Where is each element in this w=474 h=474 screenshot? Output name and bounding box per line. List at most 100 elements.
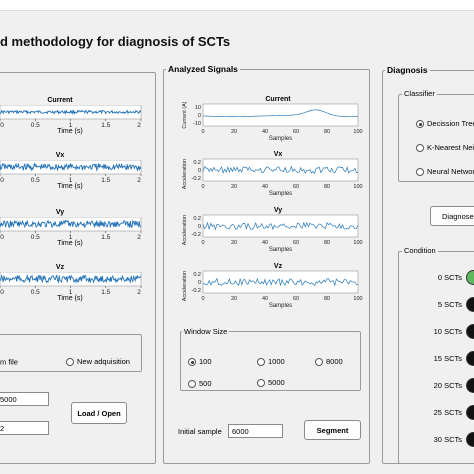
analyzed-ytick-label: 0.2	[193, 272, 201, 278]
condition-label: 15 SCTs	[433, 354, 462, 363]
condition-indicator	[466, 405, 474, 420]
raw-signal-plot: 0 0.5 1 1.5 2	[0, 105, 142, 129]
window-title-bar	[0, 0, 474, 10]
condition-label: 30 SCTs	[433, 435, 462, 444]
app-window	[0, 10, 474, 474]
raw-tick-label: 2	[137, 177, 141, 184]
raw-signal-line	[0, 273, 142, 284]
source-file-option[interactable]: m file	[0, 353, 18, 371]
analyzed-xtick-label: 20	[231, 184, 237, 190]
analyzed-ytick-label: 0.2	[193, 216, 201, 222]
classifier-radio[interactable]	[416, 167, 424, 176]
source-new-option[interactable]: New adquisition	[66, 353, 130, 371]
classifier-radio[interactable]	[416, 143, 424, 152]
initial-sample-label: Initial sample	[178, 427, 222, 436]
classifier-option[interactable]: K-Nearest Neig	[416, 139, 474, 157]
analyzed-ylabel: Current (A)	[182, 102, 188, 129]
raw-tick-label: 2	[137, 122, 141, 129]
page-title: d methodology for diagnosis of SCTs	[0, 34, 231, 49]
analyzed-ytick-label: 0	[198, 113, 201, 119]
window-size-title: Window Size	[182, 327, 230, 336]
analyzed-signal-line	[202, 165, 359, 175]
raw-tick-label: 1	[69, 234, 73, 241]
analyzed-xtick-label: 60	[293, 296, 299, 302]
window-size-panel	[180, 331, 361, 391]
analyzed-xtick-label: 20	[231, 296, 237, 302]
analyzed-xlabel: Samples	[269, 136, 292, 142]
classifier-option[interactable]: Decission Tree	[416, 115, 474, 133]
raw-tick-label: 0.5	[31, 122, 40, 129]
analyzed-xtick-label: 20	[231, 129, 237, 135]
analyzed-xtick-label: 100	[353, 296, 362, 302]
analyzed-ytick-label: -0.2	[192, 176, 201, 182]
window-size-radio[interactable]	[188, 379, 196, 388]
raw-signals-panel	[0, 72, 156, 464]
window-size-option[interactable]: 1000	[257, 353, 285, 371]
analyzed-signals-title: Analyzed Signals	[166, 64, 240, 74]
raw-tick-label: 1	[69, 122, 73, 129]
analyzed-xtick-label: 80	[324, 240, 330, 246]
raw-tick-label: 1.5	[101, 289, 110, 296]
raw-tick-label: 0.5	[31, 177, 40, 184]
analyzed-ytick-label: -0.2	[192, 288, 201, 294]
raw-chart-title: Vx	[55, 152, 65, 159]
raw-tick-label: 1.5	[101, 177, 110, 184]
window-size-option[interactable]: 8000	[315, 353, 343, 371]
analyzed-xtick-label: 0	[201, 129, 204, 135]
analyzed-signal-line	[202, 277, 359, 287]
field-2[interactable]: 2	[0, 421, 49, 435]
analyzed-signal-line	[202, 109, 359, 117]
analyzed-xlabel: Samples	[269, 191, 292, 197]
raw-chart-xlabel: Time (s)	[57, 240, 83, 247]
classifier-radio[interactable]	[416, 119, 424, 128]
segment-button[interactable]: Segment	[304, 420, 361, 440]
window-size-option[interactable]: 100	[188, 353, 212, 371]
analyzed-xtick-label: 60	[293, 240, 299, 246]
analyzed-xtick-label: 0	[201, 240, 204, 246]
raw-tick-label: 0	[0, 122, 4, 129]
window-size-label: 5000	[268, 378, 285, 388]
condition-indicator	[466, 378, 474, 393]
diagnose-button[interactable]: Diagnose	[430, 206, 474, 226]
condition-label: 25 SCTs	[433, 408, 462, 417]
window-size-label: 8000	[326, 357, 343, 367]
source-new-label: New adquisition	[77, 357, 130, 367]
classifier-option[interactable]: Neural Network	[416, 163, 474, 181]
analyzed-ytick-label: -10	[193, 121, 201, 127]
field-1[interactable]: 5000	[0, 392, 49, 406]
raw-tick-label: 1	[69, 177, 73, 184]
analyzed-xtick-label: 60	[293, 184, 299, 190]
window-size-radio[interactable]	[257, 378, 265, 387]
analyzed-xtick-label: 40	[262, 129, 268, 135]
analyzed-ytick-label: 10	[195, 105, 201, 111]
window-size-label: 1000	[268, 357, 285, 367]
analyzed-xtick-label: 100	[353, 129, 362, 135]
initial-sample-input[interactable]: 6000	[228, 424, 283, 438]
source-panel	[0, 334, 142, 372]
window-size-option[interactable]: 500	[188, 375, 212, 393]
raw-chart-xlabel: Time (s)	[57, 183, 83, 190]
classifier-label: Neural Network	[427, 167, 474, 177]
analyzed-ylabel: Acceleration (g)	[182, 157, 188, 189]
window-size-radio[interactable]	[315, 357, 323, 366]
analyzed-xtick-label: 40	[262, 240, 268, 246]
window-size-radio[interactable]	[257, 357, 265, 366]
analyzed-xtick-label: 0	[201, 184, 204, 190]
source-new-radio[interactable]	[66, 357, 74, 366]
analyzed-xlabel: Samples	[269, 247, 292, 253]
raw-tick-label: 0	[0, 177, 4, 184]
source-file-label: m file	[0, 357, 18, 367]
raw-tick-label: 1.5	[101, 234, 110, 241]
load-open-button[interactable]: Load / Open	[71, 402, 127, 424]
raw-tick-label: 2	[137, 234, 141, 241]
raw-signal-plot: 0 0.5 1 1.5 2	[0, 217, 142, 241]
window-size-radio[interactable]	[188, 357, 196, 366]
analyzed-chart-title: Vy	[273, 207, 283, 214]
window-size-option[interactable]: 5000	[257, 374, 285, 392]
analyzed-ytick-label: 0	[198, 280, 201, 286]
raw-tick-label: 2	[137, 289, 141, 296]
raw-tick-label: 0.5	[31, 289, 40, 296]
